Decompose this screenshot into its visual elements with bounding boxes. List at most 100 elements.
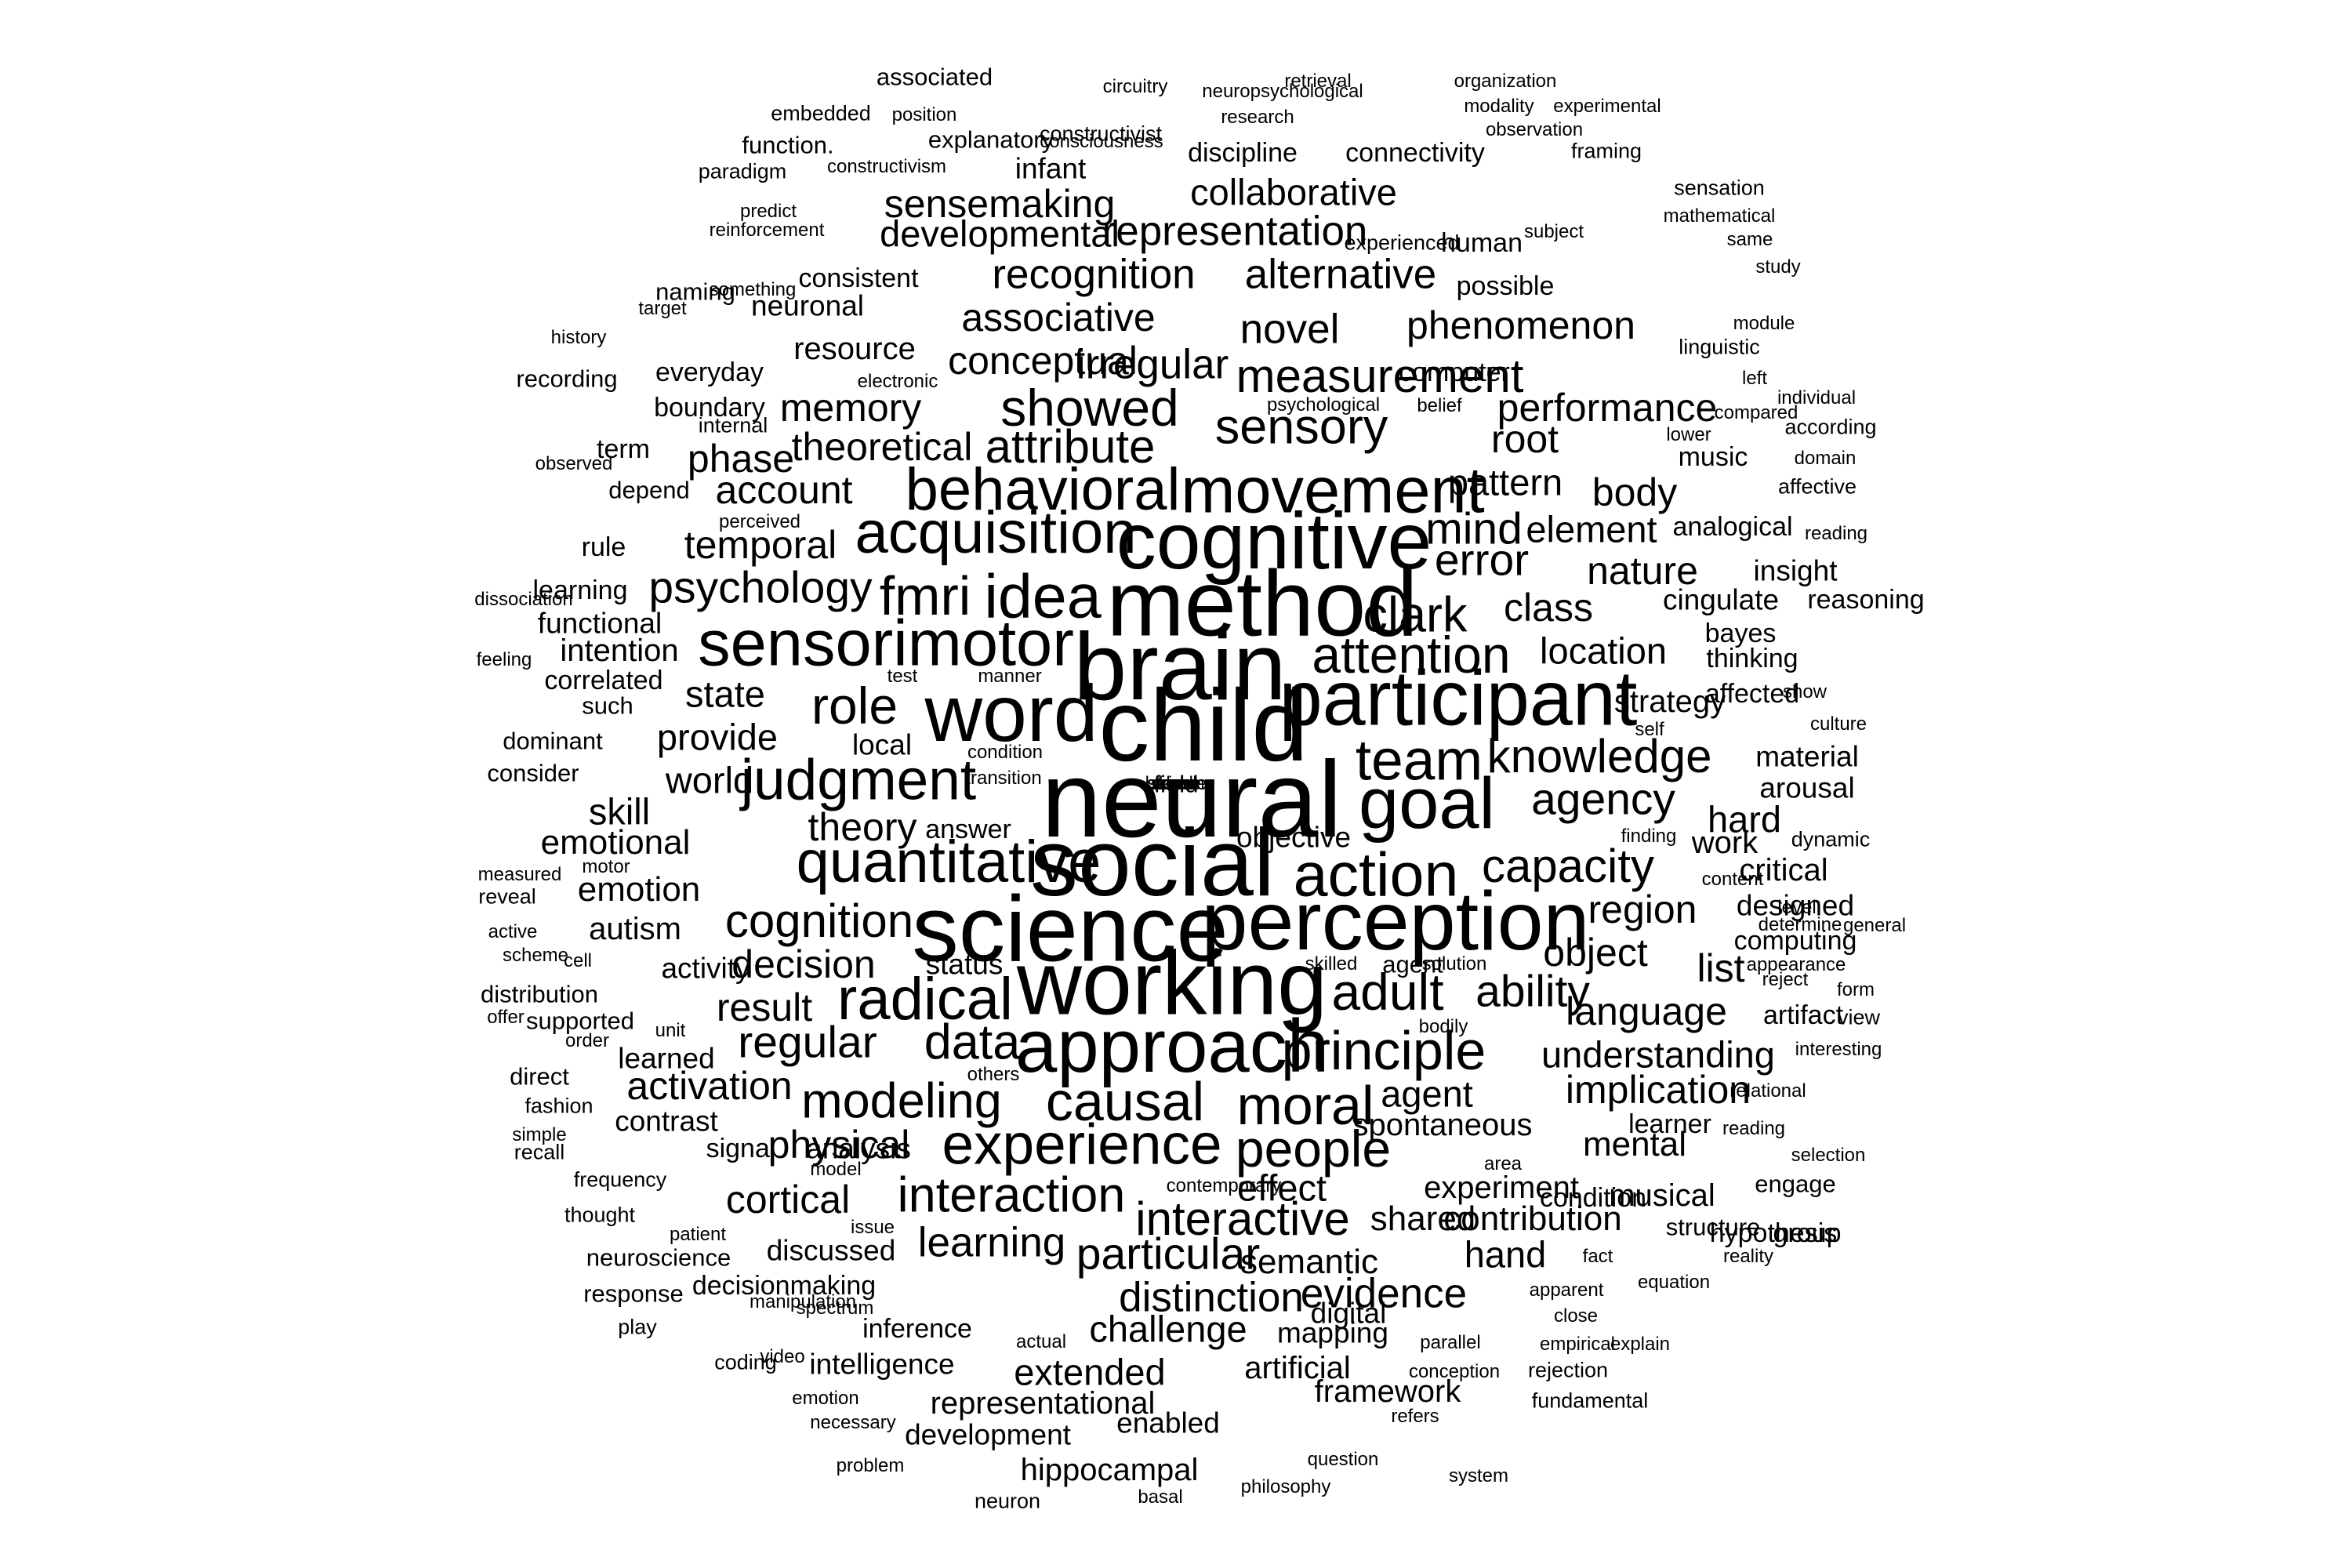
word-lower: lower: [1666, 424, 1711, 445]
word-unit: unit: [655, 1020, 686, 1041]
word-mental: mental: [1582, 1125, 1687, 1163]
word-issue: issue: [850, 1217, 895, 1238]
word-result: result: [716, 985, 813, 1029]
word-determine: determine: [1758, 914, 1842, 935]
word-nature: nature: [1587, 549, 1698, 593]
word-agent: agent: [1381, 1073, 1473, 1115]
word-sensation: sensation: [1674, 176, 1765, 200]
word-finding: finding: [1621, 826, 1677, 847]
word-perceived: perceived: [718, 511, 801, 532]
word-neuroscience: neuroscience: [586, 1243, 731, 1272]
word-research: research: [1221, 107, 1294, 128]
word-order: order: [564, 1030, 610, 1051]
word-analogical: analogical: [1672, 512, 1793, 542]
word-subject: subject: [1523, 221, 1584, 242]
word-recognition: recognition: [992, 251, 1196, 298]
word-measured: measured: [477, 864, 562, 885]
word-empirical: empirical: [1539, 1334, 1616, 1355]
word-provide: provide: [656, 716, 779, 758]
word-agency: agency: [1531, 774, 1675, 825]
word-framing: framing: [1570, 139, 1642, 163]
word-reading: reading: [1804, 523, 1868, 544]
word-neuron: neuron: [974, 1489, 1041, 1513]
word-skill: skill: [588, 790, 651, 833]
word-understanding: understanding: [1541, 1033, 1775, 1076]
word-adult: adult: [1331, 963, 1444, 1021]
word-cingulate: cingulate: [1662, 583, 1780, 616]
word-neural: neural: [1041, 739, 1342, 860]
word-work: work: [1691, 826, 1759, 860]
word-spectrum: spectrum: [796, 1298, 874, 1319]
word-reveal: reveal: [478, 884, 536, 909]
word-neuronal: neuronal: [750, 289, 865, 322]
word-offer: offer: [487, 1007, 524, 1028]
word-designed: designed: [1736, 889, 1855, 922]
word-working: working: [1016, 933, 1328, 1034]
word-rejection: rejection: [1527, 1358, 1609, 1382]
word-simple: simple: [512, 1124, 567, 1145]
word-behavioral: behavioral: [905, 456, 1181, 523]
word-consistent: consistent: [798, 263, 919, 293]
word-relational: relational: [1730, 1080, 1806, 1102]
word-arousal: arousal: [1759, 771, 1855, 804]
word-scheme: scheme: [502, 945, 569, 966]
word-reinforcement: reinforcement: [709, 220, 825, 241]
word-computer: computer: [1399, 358, 1510, 387]
word-evidence: evidence: [1300, 1270, 1468, 1317]
word-according: according: [1784, 415, 1877, 439]
word-philosophy: philosophy: [1240, 1476, 1331, 1497]
word-area: area: [1483, 1153, 1523, 1174]
word-role: role: [811, 677, 898, 735]
word-temporal: temporal: [684, 523, 837, 567]
word-fundamental: fundamental: [1531, 1388, 1649, 1413]
word-affective: affective: [1777, 474, 1857, 499]
word-distribution: distribution: [481, 980, 598, 1008]
word-close: close: [1553, 1305, 1599, 1327]
word-transition: transition: [965, 768, 1042, 789]
word-attention: attention: [1312, 626, 1511, 684]
word-content: content: [1701, 869, 1764, 890]
word-autism: autism: [589, 912, 681, 946]
word-extended: extended: [1014, 1351, 1166, 1393]
word-language: language: [1566, 989, 1727, 1033]
word-enabled: enabled: [1116, 1406, 1220, 1439]
word-play: play: [618, 1315, 657, 1339]
word-distinction: distinction: [1119, 1274, 1304, 1321]
word-framework: framework: [1314, 1374, 1461, 1409]
word-conceptual: conceptual: [948, 339, 1138, 383]
word-cognitive: cognitive: [1116, 496, 1432, 586]
word-manner: manner: [978, 666, 1042, 687]
word-module: module: [1733, 313, 1795, 334]
word-material: material: [1755, 740, 1859, 773]
word-region: region: [1588, 887, 1697, 931]
word-skilled: skilled: [1305, 953, 1358, 975]
word-reasoning: reasoning: [1807, 585, 1925, 615]
word-feeling: feeling: [476, 649, 532, 670]
word-motor: motor: [582, 856, 630, 877]
word-general: general: [1842, 915, 1907, 936]
word-world: world: [665, 759, 754, 801]
word-field: field: [1153, 770, 1199, 798]
word-error: error: [1434, 535, 1530, 586]
word-acquisition: acquisition: [855, 499, 1137, 566]
word-theoretical: theoretical: [791, 425, 973, 469]
word-learned: learned: [618, 1042, 715, 1075]
word-behave: behave: [1145, 773, 1207, 794]
word-thinking: thinking: [1706, 644, 1798, 673]
word-individual: individual: [1777, 387, 1857, 408]
word-reject: reject: [1762, 969, 1809, 990]
word-sensemaking: sensemaking: [884, 182, 1116, 226]
word-child: child: [1098, 668, 1308, 782]
word-signal: signal: [706, 1134, 776, 1163]
word-objective: objective: [1236, 821, 1352, 854]
word-reading: reading: [1722, 1118, 1786, 1139]
word-linguistic: linguistic: [1679, 335, 1760, 359]
word-alternative: alternative: [1244, 251, 1437, 298]
word-model: model: [810, 1159, 862, 1180]
word-possible: possible: [1456, 271, 1555, 301]
word-observation: observation: [1485, 119, 1584, 140]
word-need: need: [1155, 773, 1197, 794]
word-direct: direct: [510, 1062, 569, 1091]
word-everyday: everyday: [655, 358, 764, 387]
word-novel: novel: [1240, 306, 1340, 353]
